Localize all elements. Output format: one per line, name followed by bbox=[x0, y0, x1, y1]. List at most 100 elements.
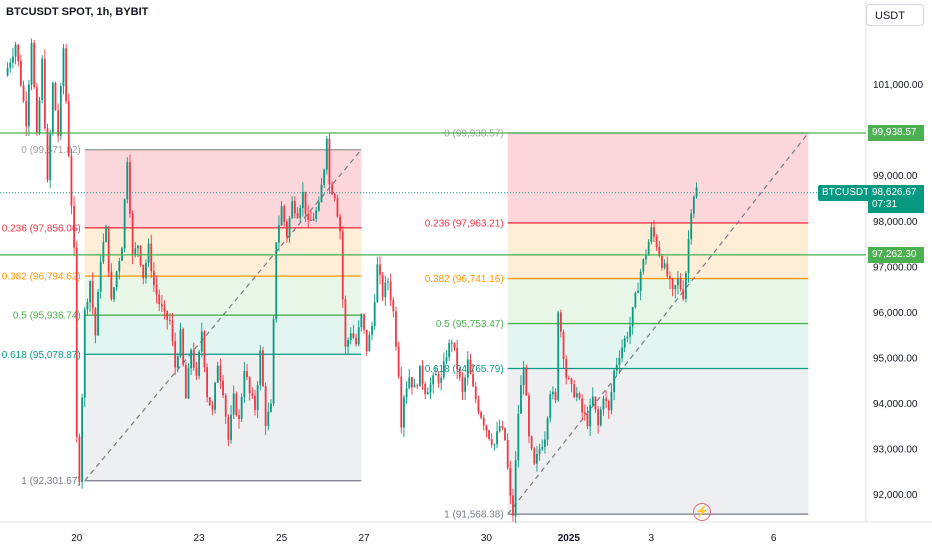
candle-body bbox=[203, 331, 206, 368]
candle-body bbox=[65, 48, 68, 102]
candle-body bbox=[347, 340, 349, 347]
candle-body bbox=[666, 263, 669, 277]
candle-body bbox=[626, 336, 629, 339]
grid bbox=[0, 0, 932, 523]
candle-body bbox=[466, 359, 469, 378]
candle-body bbox=[357, 327, 360, 345]
candle-body bbox=[232, 393, 235, 415]
candle-body bbox=[94, 308, 97, 336]
candle-body bbox=[296, 213, 299, 219]
fib-zone bbox=[84, 227, 362, 277]
candle-body bbox=[645, 255, 647, 260]
candle-body bbox=[331, 184, 334, 195]
candle-body bbox=[38, 100, 41, 134]
candle-body bbox=[97, 291, 99, 336]
candle-body bbox=[333, 194, 336, 199]
candle-body bbox=[400, 376, 403, 428]
candle-body bbox=[591, 396, 594, 406]
candle-body bbox=[25, 101, 28, 127]
candle-body bbox=[408, 377, 411, 389]
candle-body bbox=[504, 428, 506, 441]
candle-body bbox=[307, 213, 310, 220]
candle-body bbox=[669, 276, 671, 280]
candle-body bbox=[586, 413, 589, 427]
candle-body bbox=[240, 396, 243, 419]
candle-body bbox=[179, 329, 182, 357]
candle-body bbox=[67, 101, 70, 157]
candle-body bbox=[607, 400, 610, 411]
candle-body bbox=[474, 386, 477, 400]
candle-body bbox=[379, 264, 381, 275]
candle-body bbox=[477, 399, 480, 413]
fib-zone bbox=[84, 354, 362, 481]
candle-body bbox=[554, 391, 557, 401]
candle-body bbox=[525, 367, 528, 396]
candle-body bbox=[384, 282, 387, 298]
candle-body bbox=[565, 359, 568, 378]
candle-body bbox=[424, 383, 427, 395]
lightning-icon[interactable]: ⚡ bbox=[693, 503, 711, 521]
candle-body bbox=[341, 231, 344, 300]
candle-body bbox=[283, 206, 286, 222]
x-tick-label: 2025 bbox=[558, 533, 581, 544]
candle-body bbox=[264, 386, 267, 426]
candle-body bbox=[387, 281, 389, 283]
candle-body bbox=[623, 338, 626, 348]
candle-body bbox=[411, 377, 413, 388]
candle-body bbox=[184, 364, 187, 399]
candle-body bbox=[174, 341, 177, 368]
current-price-badge: 98,626.67 07:31 bbox=[868, 184, 924, 213]
y-tick-label: 94,000.00 bbox=[873, 399, 918, 410]
y-tick-label: 96,000.00 bbox=[873, 308, 918, 319]
candle-body bbox=[363, 314, 365, 330]
symbol-badge: BTCUSDT bbox=[818, 184, 874, 201]
candle-body bbox=[575, 393, 578, 398]
candle-body bbox=[610, 391, 613, 411]
candle-body bbox=[251, 393, 254, 396]
candle-body bbox=[73, 205, 75, 248]
candle-body bbox=[395, 311, 397, 347]
currency-button[interactable]: USDT bbox=[866, 4, 924, 26]
candle-body bbox=[299, 207, 302, 219]
candle-body bbox=[272, 319, 275, 404]
fib-level-label: 0.382 (96,794.62) bbox=[2, 272, 81, 283]
fib-zone bbox=[84, 315, 362, 355]
candle-body bbox=[413, 385, 416, 388]
candle-body bbox=[629, 326, 631, 337]
candle-body bbox=[650, 227, 653, 242]
candle-body bbox=[27, 84, 30, 127]
candle-body bbox=[224, 395, 227, 417]
candle-body bbox=[634, 293, 637, 308]
candle-body bbox=[349, 333, 352, 341]
candle-body bbox=[546, 418, 549, 440]
candle-body bbox=[275, 242, 278, 320]
candle-body bbox=[615, 364, 618, 371]
candle-body bbox=[405, 388, 408, 398]
candle-body bbox=[695, 187, 698, 197]
candle-body bbox=[469, 359, 472, 374]
candle-body bbox=[41, 58, 44, 101]
candle-body bbox=[190, 350, 193, 369]
candle-body bbox=[81, 397, 83, 482]
candle-body bbox=[6, 67, 9, 76]
candle-body bbox=[267, 411, 270, 426]
y-tick-label: 92,000.00 bbox=[873, 490, 918, 501]
candle-body bbox=[512, 495, 514, 516]
candle-body bbox=[376, 264, 379, 303]
candle-body bbox=[187, 368, 190, 399]
fib-level-label: 0 (99,938.57) bbox=[444, 128, 504, 139]
candle-body bbox=[674, 285, 677, 290]
fib-level-label: 0.618 (94,765.79) bbox=[425, 364, 504, 375]
candle-body bbox=[557, 312, 560, 401]
candle-body bbox=[166, 311, 169, 320]
candle-body bbox=[581, 398, 584, 413]
fib-level-label: 1 (92,301.67) bbox=[21, 476, 81, 487]
candle-body bbox=[618, 358, 621, 365]
candle-body bbox=[458, 369, 461, 378]
candle-body bbox=[426, 392, 429, 395]
candle-body bbox=[536, 453, 538, 464]
candle-body bbox=[621, 347, 623, 359]
candle-body bbox=[389, 281, 392, 301]
fib-level-label: 1 (91,568.38) bbox=[444, 510, 504, 521]
